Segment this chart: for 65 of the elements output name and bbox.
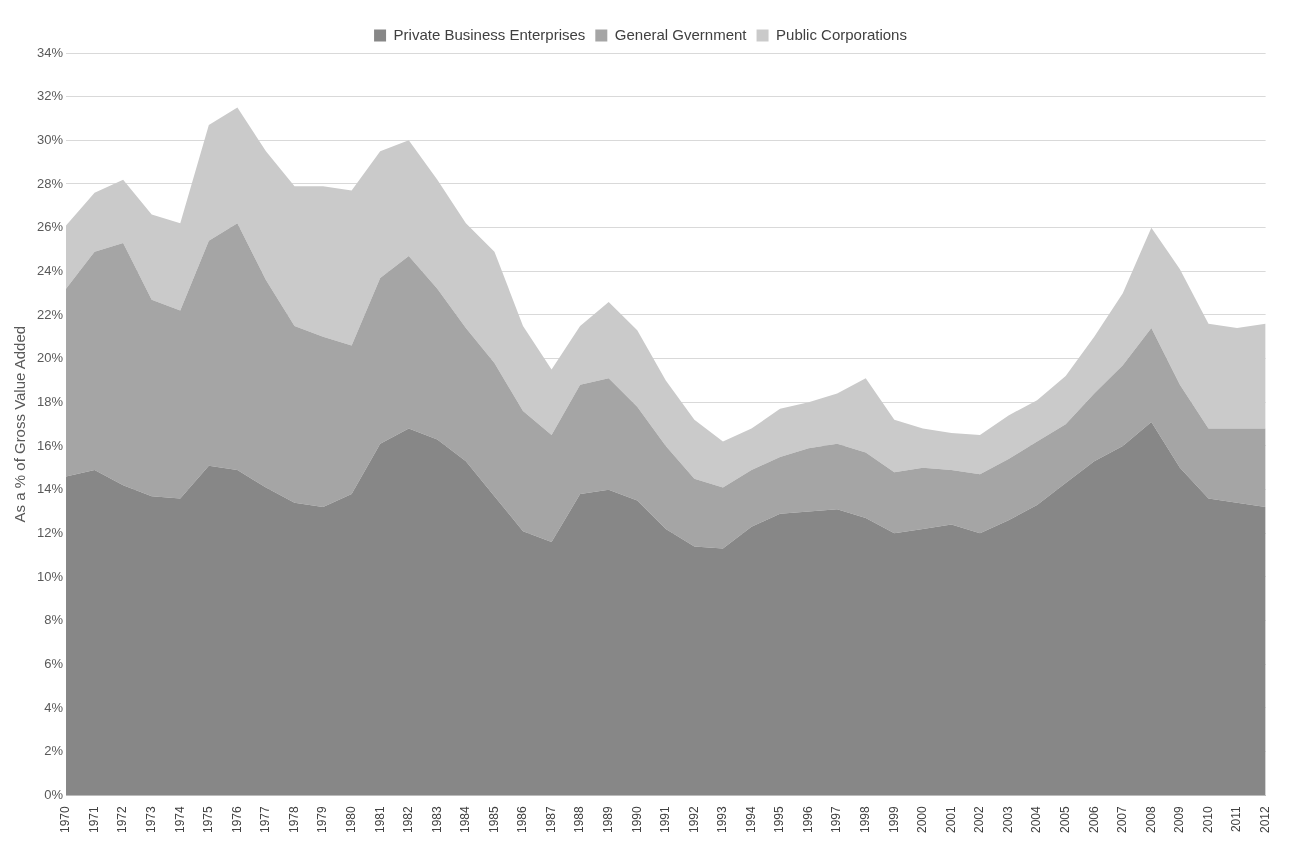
y-tick-label: 28%: [36, 175, 64, 191]
y-tick-label: 20%: [36, 350, 64, 366]
x-tick-label: 2000: [915, 805, 930, 834]
y-tick-label: 2%: [44, 743, 64, 759]
x-tick-label: 1996: [800, 805, 815, 834]
x-tick-label: 1983: [429, 805, 444, 834]
x-tick-label: 2001: [943, 805, 958, 834]
x-tick-label: 1982: [401, 805, 416, 834]
x-tick-label: 1985: [486, 805, 501, 834]
x-tick-label: 1977: [258, 805, 273, 834]
x-tick-label: 1997: [829, 805, 844, 834]
x-tick-label: 1980: [343, 805, 358, 834]
x-tick-label: 1989: [601, 805, 615, 834]
x-tick-label: 1973: [144, 805, 159, 834]
y-tick-label: 0%: [44, 786, 64, 802]
y-tick-label: 12%: [36, 524, 64, 540]
y-tick-label: 24%: [36, 262, 64, 278]
x-tick-label: 1999: [886, 805, 901, 834]
y-tick-label: 26%: [36, 219, 64, 235]
y-tick-label: 18%: [36, 393, 64, 409]
x-tick-label: 1992: [686, 805, 701, 834]
x-tick-label: 1981: [372, 805, 387, 834]
x-tick-label: 2006: [1086, 805, 1101, 834]
x-tick-label: 1986: [515, 805, 530, 834]
legend-label: Private Business Enterprises: [393, 25, 586, 43]
x-tick-label: 1995: [772, 805, 787, 834]
x-tick-label: 1998: [858, 805, 873, 834]
legend-label: Public Corporations: [776, 25, 907, 43]
x-tick-label: 1976: [229, 805, 244, 834]
x-tick-label: 2005: [1057, 805, 1072, 834]
x-tick-label: 1993: [715, 805, 730, 834]
y-tick-label: 4%: [44, 699, 64, 715]
y-tick-label: 8%: [44, 612, 64, 628]
y-tick-label: 6%: [44, 655, 64, 671]
x-tick-label: 2011: [1229, 805, 1244, 833]
y-tick-label: 30%: [36, 131, 64, 147]
x-tick-label: 2003: [1000, 805, 1015, 834]
x-tick-label: 1974: [172, 805, 187, 834]
x-tick-label: 2009: [1172, 805, 1187, 834]
y-axis-title: As a % of Gross Value Added: [11, 325, 29, 523]
x-tick-label: 1990: [629, 805, 644, 834]
x-tick-label: 1970: [58, 805, 73, 834]
x-tick-label: 1988: [572, 805, 587, 834]
x-tick-label: 2010: [1200, 805, 1215, 834]
x-tick-label: 2002: [972, 805, 987, 834]
y-tick-label: 14%: [36, 481, 64, 497]
x-tick-label: 1978: [286, 805, 301, 834]
x-tick-label: 1994: [743, 805, 758, 834]
x-tick-label: 1979: [315, 805, 330, 834]
x-tick-label: 1972: [115, 805, 130, 834]
y-tick-label: 22%: [36, 306, 64, 322]
x-tick-label: 2008: [1143, 805, 1158, 834]
y-tick-label: 10%: [36, 568, 64, 584]
y-tick-label: 32%: [36, 88, 64, 104]
y-tick-label: 34%: [36, 44, 64, 60]
legend-label: General Gvernment: [614, 25, 748, 43]
x-tick-label: 2012: [1257, 805, 1272, 834]
x-tick-label: 1984: [458, 805, 473, 834]
x-tick-label: 1987: [543, 805, 558, 834]
x-tick-label: 2007: [1115, 805, 1130, 834]
x-tick-label: 1975: [201, 805, 216, 834]
y-tick-label: 16%: [36, 437, 64, 453]
x-tick-label: 1991: [658, 805, 673, 834]
x-tick-label: 1971: [86, 805, 101, 834]
x-tick-label: 2004: [1029, 805, 1044, 834]
